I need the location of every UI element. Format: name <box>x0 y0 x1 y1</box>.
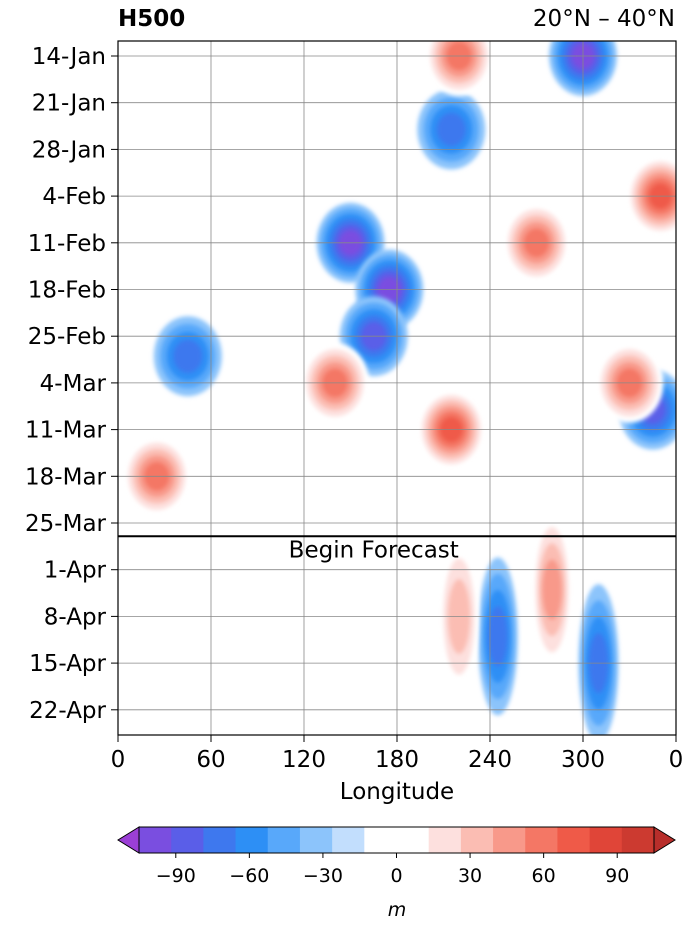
y-axis-ticks: 14-Jan 21-Jan 28-Jan 4-Feb 11-Feb 18-Feb 25-Fe… <box>25 44 118 724</box>
x-tick-label: 60 <box>196 747 225 773</box>
y-tick-label: 15-Apr <box>29 651 106 677</box>
y-tick-label: 14-Jan <box>32 44 106 70</box>
x-axis-ticks: 0 60 120 180 240 300 0 <box>111 735 684 773</box>
anomaly-contour <box>488 606 508 667</box>
y-tick-label: 25-Mar <box>25 511 107 537</box>
y-tick-label: 22-Apr <box>29 698 106 724</box>
colorbar-swatch <box>557 827 591 853</box>
colorbar-swatch <box>139 827 172 853</box>
x-axis-label: Longitude <box>340 779 454 805</box>
anomaly-blob <box>417 89 486 170</box>
chart-title-left: H500 <box>118 6 186 32</box>
x-tick-label: 0 <box>669 747 684 773</box>
colorbar-swatch <box>299 827 333 853</box>
colorbar-swatch <box>332 827 365 853</box>
anomaly-contour <box>173 339 203 373</box>
y-tick-label: 8-Apr <box>44 604 107 630</box>
colorbar-label: m <box>388 899 407 921</box>
colorbar-tick-label: 30 <box>458 865 482 887</box>
colorbar-swatch <box>235 827 269 853</box>
y-tick-label: 21-Jan <box>32 91 106 117</box>
y-tick-label: 28-Jan <box>32 137 106 163</box>
colorbar-extend-min <box>117 826 140 854</box>
colorbar-swatch <box>428 827 462 853</box>
colorbar-swatch <box>267 827 301 853</box>
colorbar-swatch <box>171 827 204 853</box>
anomaly-blob <box>425 41 493 96</box>
colorbar-tick-label: 90 <box>605 865 629 887</box>
grid-lines <box>118 41 676 735</box>
y-tick-label: 4-Mar <box>40 371 107 397</box>
colorbar-swatch <box>396 827 430 853</box>
y-tick-label: 1-Apr <box>44 558 107 584</box>
x-tick-label: 240 <box>468 747 512 773</box>
colorbar-swatch <box>589 827 623 853</box>
y-tick-label: 18-Mar <box>25 464 107 490</box>
colorbar-tick-label: −60 <box>229 865 269 887</box>
anomaly-blob <box>532 510 572 669</box>
colorbar-swatch <box>364 827 397 853</box>
anomaly-contour <box>542 559 562 620</box>
colorbar-tick-label: −30 <box>303 865 343 887</box>
y-tick-label: 11-Feb <box>28 231 106 257</box>
colorbar-extend-max <box>653 826 676 854</box>
y-tick-label: 4-Feb <box>42 184 106 210</box>
x-tick-label: 180 <box>375 747 419 773</box>
forecast-start-label: Begin Forecast <box>289 537 459 563</box>
anomaly-blob <box>153 316 222 397</box>
colorbar-tick-label: −90 <box>156 865 196 887</box>
chart-title-right: 20°N – 40°N <box>532 6 675 32</box>
colorbar-swatch <box>525 827 558 853</box>
colorbar-tick-label: 0 <box>390 865 402 887</box>
x-tick-label: 300 <box>561 747 605 773</box>
x-tick-label: 0 <box>111 747 126 773</box>
colorbar-swatch <box>203 827 237 853</box>
colorbar-swatch <box>493 827 526 853</box>
colorbar-swatch <box>621 827 655 853</box>
anomaly-contour <box>436 112 466 146</box>
y-tick-label: 25-Feb <box>28 324 106 350</box>
colorbar-swatch <box>460 827 494 853</box>
y-tick-label: 11-Mar <box>25 418 107 444</box>
colorbar: −90 −60 −30 0 30 60 90 <box>117 826 676 887</box>
y-tick-label: 18-Feb <box>28 278 106 304</box>
x-tick-label: 120 <box>282 747 326 773</box>
colorbar-tick-label: 60 <box>532 865 556 887</box>
anomaly-field <box>122 41 676 735</box>
anomaly-blob <box>477 557 518 716</box>
